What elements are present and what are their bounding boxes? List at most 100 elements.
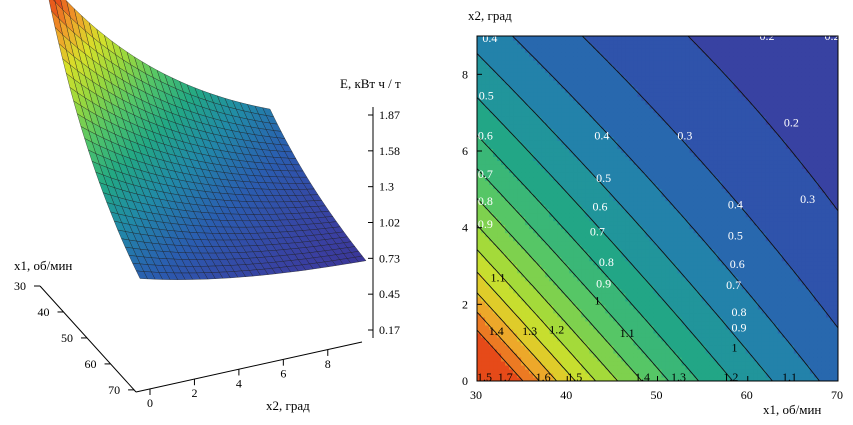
contour-cell: [557, 204, 562, 210]
contour-cell: [537, 140, 542, 145]
contour-cell: [533, 292, 538, 298]
contour-cell: [501, 68, 506, 73]
contour-cell: [585, 84, 590, 89]
contour-cell: [513, 360, 518, 366]
contour-cell: [545, 268, 550, 274]
contour-cell: [553, 104, 558, 109]
contour-cell: [557, 148, 562, 153]
contour-cell: [589, 124, 594, 129]
contour-cell: [649, 120, 655, 125]
contour-cell: [561, 300, 566, 306]
contour-cell: [661, 96, 667, 101]
contour-cell: [601, 216, 606, 222]
contour-cell: [669, 372, 675, 378]
contour-cell: [565, 100, 570, 105]
contour-cell: [529, 204, 534, 210]
contour-cell: [589, 272, 594, 278]
contour-cell: [513, 376, 518, 381]
contour-cell: [581, 188, 586, 194]
contour-cell: [589, 312, 594, 318]
contour-cell: [657, 340, 663, 346]
contour-cell: [497, 364, 502, 370]
contour-cell: [653, 124, 659, 129]
contour-cell: [657, 128, 663, 133]
contour-cell: [545, 296, 550, 302]
contour-cell: [497, 268, 502, 274]
contour-cell: [665, 72, 671, 77]
contour-cell: [653, 320, 659, 326]
contour-cell: [489, 260, 494, 266]
contour-cell: [597, 240, 602, 246]
contour-cell: [509, 192, 514, 198]
contour-cell: [533, 240, 538, 246]
contour-cell: [509, 88, 514, 93]
contour-cell: [621, 72, 627, 77]
contour-cell: [625, 156, 631, 161]
contour-cell: [577, 140, 582, 145]
contour-cell: [637, 228, 643, 234]
contour-cell: [649, 344, 655, 350]
contour-cell: [557, 60, 562, 65]
contour-cell: [645, 196, 651, 202]
contour-cell: [493, 336, 498, 342]
contour-cell: [601, 272, 606, 278]
contour-cell: [529, 216, 534, 222]
contour-cell: [637, 168, 643, 173]
contour-cell: [477, 244, 482, 250]
contour-cell: [625, 360, 631, 366]
contour-cell: [569, 280, 574, 286]
contour-cell: [557, 56, 562, 61]
contour-cell: [505, 220, 510, 226]
contour-cell: [625, 204, 631, 210]
contour-cell: [505, 104, 510, 109]
contour-cell: [569, 176, 574, 182]
contour-cell: [573, 300, 578, 306]
contour-cell: [537, 360, 542, 366]
contour-cell: [637, 284, 643, 290]
contour-cell: [517, 36, 522, 41]
contour-cell: [601, 76, 606, 81]
contour-cell: [629, 88, 635, 93]
contour-cell: [665, 348, 671, 354]
contour-cell: [633, 84, 639, 89]
contour-cell: [577, 284, 582, 290]
contour-cell: [497, 188, 502, 194]
contour-cell: [593, 280, 598, 286]
contour-cell: [549, 72, 554, 77]
contour-cell: [493, 356, 498, 362]
contour-cell: [569, 252, 574, 258]
contour-cell: [573, 188, 578, 194]
contour-cell: [485, 176, 490, 182]
contour-cell: [657, 140, 663, 145]
contour-cell: [653, 72, 659, 77]
contour-cell: [597, 212, 602, 218]
contour-cell: [605, 168, 610, 173]
contour-cell: [553, 144, 558, 149]
contour-cell: [605, 76, 610, 81]
contour-cell: [505, 216, 510, 222]
contour-cell: [485, 368, 490, 374]
contour-cell: [645, 172, 651, 178]
contour-cell: [481, 76, 486, 81]
contour-cell: [557, 352, 562, 358]
contour-cell: [561, 40, 566, 45]
contour-cell: [573, 84, 578, 89]
contour-cell: [513, 100, 518, 105]
contour-cell: [513, 348, 518, 354]
contour-cell: [565, 56, 570, 61]
contour-cell: [513, 324, 518, 330]
contour-cell: [613, 148, 618, 153]
contour-cell: [617, 88, 622, 93]
contour-cell: [621, 268, 627, 274]
contour-cell: [649, 260, 655, 266]
contour-cell: [553, 188, 558, 194]
contour-cell: [657, 64, 663, 69]
contour-cell: [569, 36, 574, 41]
contour-cell: [625, 292, 631, 298]
contour-cell: [589, 92, 594, 97]
contour-cell: [521, 148, 526, 153]
contour-cell: [657, 332, 663, 338]
contour-cell: [649, 216, 655, 222]
contour-cell: [597, 376, 602, 381]
contour-cell: [601, 176, 606, 182]
